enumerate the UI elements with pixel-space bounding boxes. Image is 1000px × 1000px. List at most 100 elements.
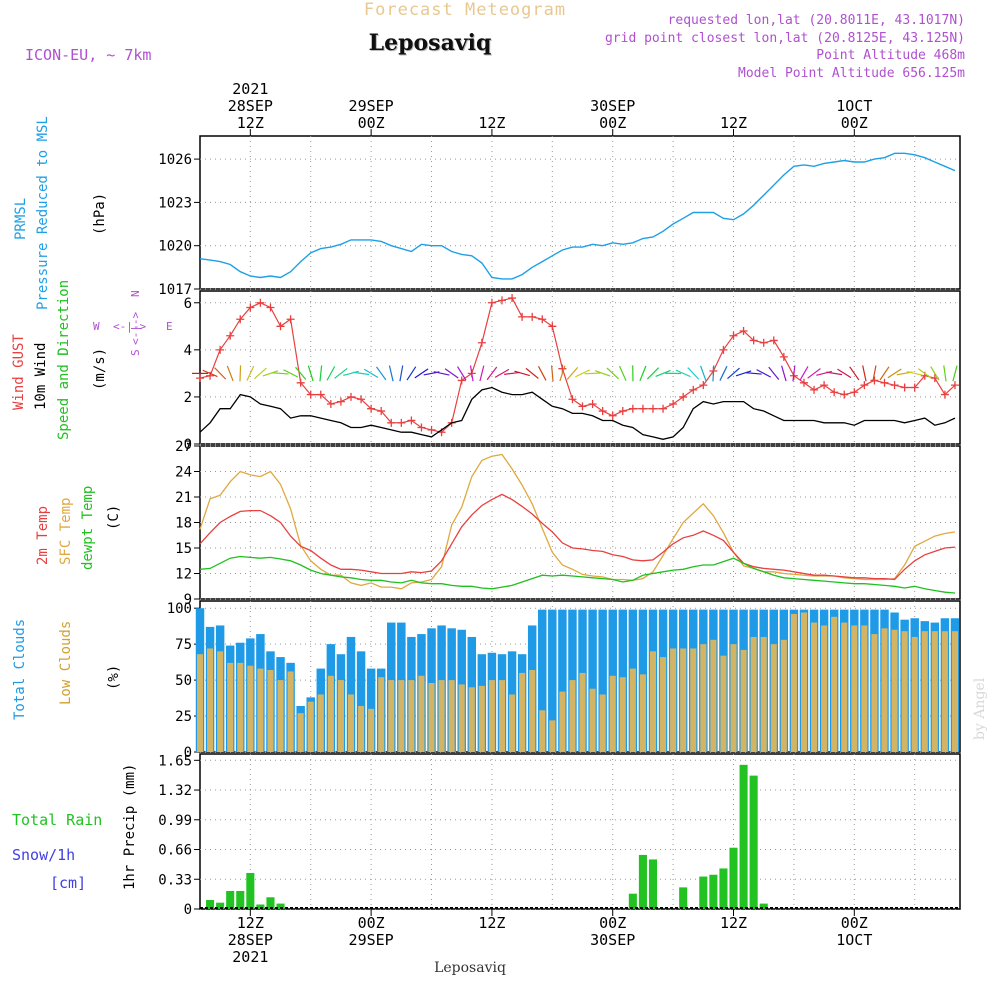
low-cloud-bar (539, 710, 546, 752)
wind-direction-arrow (745, 372, 762, 375)
gust-point (648, 404, 657, 413)
temp-label-unit: (C) (106, 505, 122, 530)
low-cloud-bar (549, 720, 556, 752)
low-cloud-bar (811, 622, 818, 752)
xtick-bottom-label: 12Z (237, 914, 264, 932)
wind-direction-arrow (214, 367, 227, 380)
wind-direction-arrow (872, 365, 877, 382)
gust-point (346, 392, 355, 401)
model-altitude: Model Point Altitude 656.125m (738, 66, 965, 81)
xtick-top-label: 2021 (232, 80, 268, 98)
low-cloud-bar (408, 680, 415, 752)
wind-direction-arrow (719, 365, 728, 381)
gust-point (830, 388, 839, 397)
compass-n: N (129, 290, 142, 297)
low-cloud-bar (368, 708, 375, 752)
xtick-bottom-label: 00Z (841, 914, 868, 932)
t2m-line (199, 493, 956, 581)
wind-direction-arrow (494, 368, 510, 378)
wind-direction-arrow (551, 365, 554, 382)
gust-point (377, 407, 386, 416)
compass-arrows-h: <-|-> (113, 320, 146, 333)
wind-direction-arrow (319, 365, 323, 382)
grid-lines (194, 136, 960, 910)
wind-direction-arrow (887, 368, 902, 379)
low-cloud-bar (247, 665, 254, 752)
pressure-label-desc: Pressure Reduced to MSL (35, 116, 51, 310)
wind-direction-arrow (639, 365, 647, 382)
cloud-labels: Total Clouds Low Clouds (%) (12, 619, 122, 720)
low-cloud-bar (639, 674, 646, 752)
wind-direction-arrow (735, 370, 752, 377)
precip-label-snow: Snow/1h (12, 846, 75, 864)
low-cloud-bar (448, 680, 455, 752)
wind-direction-arrow (559, 365, 566, 382)
low-cloud-bar (317, 694, 324, 752)
low-cloud-bar (267, 670, 274, 752)
low-cloud-bar (901, 631, 908, 752)
low-cloud-bar (428, 682, 435, 752)
gust-point (236, 315, 245, 324)
ytick-label-temp: 18 (175, 516, 192, 532)
requested-coords: requested lon,lat (20.8011E, 43.1017N) (668, 13, 965, 28)
low-cloud-bar (196, 654, 204, 752)
gust-point (296, 378, 305, 387)
low-cloud-bar (800, 612, 808, 752)
wind-direction-arrow (537, 366, 547, 381)
xtick-top-label: 12Z (237, 114, 264, 132)
xtick-bottom-label: 12Z (720, 914, 747, 932)
ytick-label-precip: 0 (184, 902, 192, 918)
compass-rose: N S W E <-|-> <-|-> (93, 290, 173, 356)
credit-watermark: by Angel (972, 677, 988, 740)
wind-direction-arrow (807, 368, 821, 379)
low-cloud-bar (347, 694, 355, 752)
footer-location: Leposaviq (434, 960, 506, 976)
low-cloud-bar (831, 616, 838, 752)
low-cloud-bar (599, 694, 606, 752)
low-cloud-bar (388, 680, 395, 752)
wind-direction-arrow (444, 368, 459, 379)
gust-point (326, 399, 335, 408)
xtick-top-label: 1OCT (836, 97, 872, 115)
wind-direction-arrow (687, 367, 700, 380)
gust-point (336, 397, 345, 406)
gust-point (810, 385, 819, 394)
wind-direction-arrow (862, 365, 867, 382)
wind-direction-arrow (943, 365, 947, 382)
compass-e: E (166, 320, 173, 333)
gust-point (457, 376, 466, 385)
dewpt-line (199, 555, 956, 594)
low-cloud-bar (217, 651, 224, 752)
compass-s: S (129, 349, 142, 356)
ytick-label-precip: 1.32 (158, 783, 192, 799)
low-cloud-bar (780, 639, 787, 752)
gust-point (769, 336, 778, 345)
gust-point (729, 331, 738, 340)
low-cloud-bar (790, 613, 797, 752)
low-cloud-bar (690, 648, 697, 752)
cloud-label-unit: (%) (106, 665, 122, 690)
wind-labels: Wind GUST 10m Wind Speed and Direction (… (11, 280, 173, 440)
gust-point (689, 385, 698, 394)
low-cloud-bar (750, 636, 757, 752)
compass-w: W (93, 320, 100, 333)
xtick-bottom-label: 00Z (358, 914, 385, 932)
low-cloud-bar (559, 691, 566, 752)
wind-direction-arrow (363, 368, 379, 379)
xtick-top-label: 00Z (599, 114, 626, 132)
rain-bar (729, 847, 738, 909)
rain-bar (699, 876, 708, 909)
gust-point (638, 404, 647, 413)
ytick-label-wind: 0 (184, 437, 192, 453)
ytick-label-temp: 15 (175, 541, 192, 557)
wind-direction-arrow (646, 367, 660, 380)
wind-direction-arrow (504, 371, 521, 375)
low-cloud-bar (579, 672, 586, 752)
gust-point (749, 336, 758, 345)
gust-point (588, 399, 597, 408)
xtick-top-label: 12Z (478, 114, 505, 132)
rain-bar (679, 887, 688, 909)
wind-label-unit: (m/s) (92, 348, 108, 390)
rain-bar (759, 903, 768, 909)
